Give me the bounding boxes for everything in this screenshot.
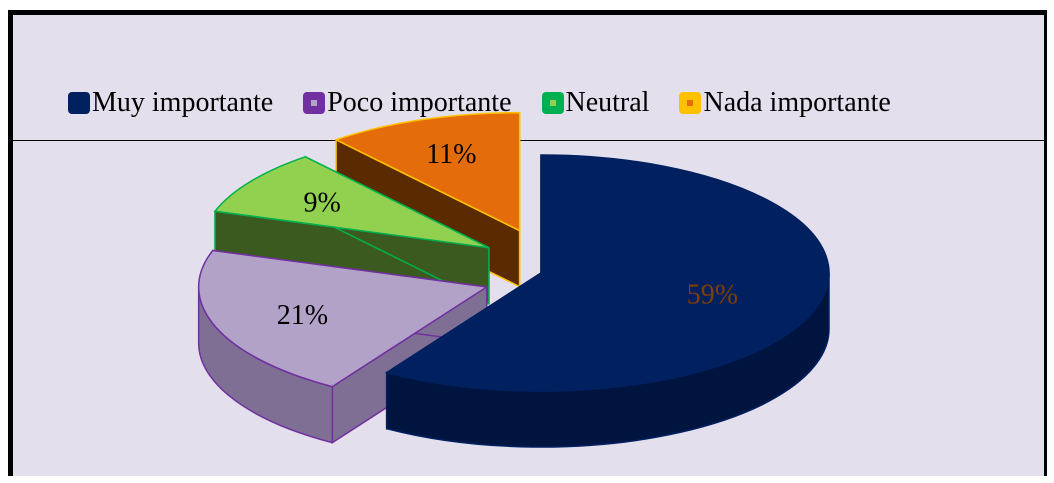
legend-entry-nada-importante: Nada importante <box>679 87 891 119</box>
legend-swatch-poco-importante <box>303 92 326 114</box>
pie-chart: 59% 21% 9% 11% <box>197 111 830 448</box>
legend-swatch-muy-importante <box>68 92 90 114</box>
pie-slice-muy-importante <box>384 154 830 448</box>
legend-swatch-nada-importante <box>679 92 702 114</box>
legend-entry-neutral: Neutral <box>541 87 650 119</box>
chart-frame: Muy importante Poco importante Neutral N… <box>8 10 1047 476</box>
data-label-nada-importante: 11% <box>426 139 476 170</box>
legend-entry-poco-importante: Poco importante <box>303 87 512 119</box>
legend-label-nada-importante: Nada importante <box>703 87 891 118</box>
data-label-poco-importante: 21% <box>277 300 328 331</box>
legend-label-neutral: Neutral <box>565 87 650 118</box>
legend-entry-muy-importante: Muy importante <box>68 87 273 119</box>
data-label-muy-importante: 59% <box>687 279 738 310</box>
legend-label-muy-importante: Muy importante <box>92 87 274 118</box>
legend-divider <box>13 140 1044 141</box>
data-label-neutral: 9% <box>303 187 340 218</box>
legend-label-poco-importante: Poco importante <box>327 87 512 118</box>
pie-slice-poco-importante <box>197 249 489 444</box>
legend-swatch-neutral <box>541 92 564 114</box>
legend: Muy importante Poco importante Neutral N… <box>68 83 891 123</box>
